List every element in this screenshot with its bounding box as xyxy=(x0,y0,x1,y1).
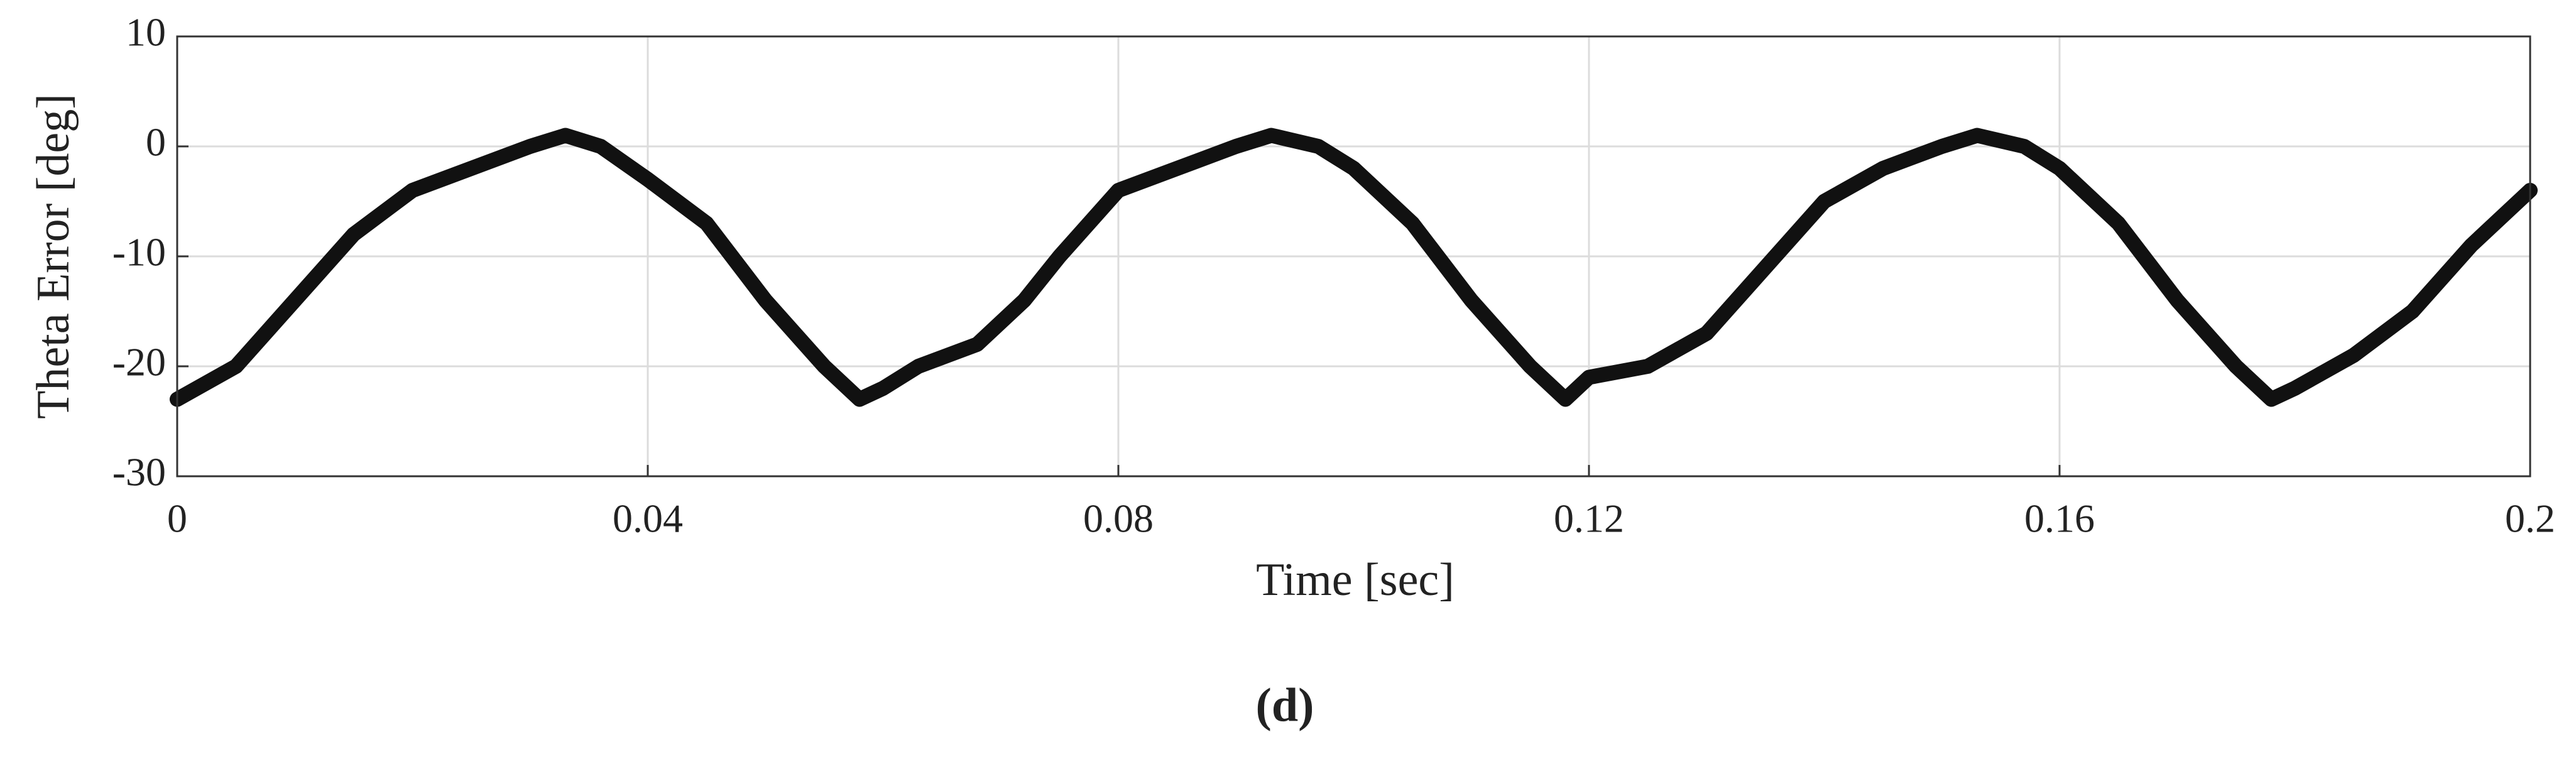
caption: (d) xyxy=(1256,679,1314,731)
x-tick-label: 0.2 xyxy=(2505,496,2555,541)
x-tick-label: 0.12 xyxy=(1554,496,1624,541)
y-tick-label: -10 xyxy=(112,230,166,275)
x-tick-label: 0.16 xyxy=(2024,496,2095,541)
y-tick-label: -30 xyxy=(112,450,166,494)
x-tick-label: 0.08 xyxy=(1083,496,1154,541)
y-tick-label: 10 xyxy=(126,10,166,55)
data-line xyxy=(170,128,2538,407)
y-tick-label: 0 xyxy=(146,120,166,165)
x-axis-label: Time [sec] xyxy=(1256,554,1454,606)
y-tick-label: -20 xyxy=(112,340,166,385)
plot-frame xyxy=(176,35,2531,478)
x-tick-label: 0 xyxy=(167,496,187,541)
y-axis-label: Theta Error [deg] xyxy=(28,94,79,419)
x-tick-label: 0.04 xyxy=(613,496,683,541)
